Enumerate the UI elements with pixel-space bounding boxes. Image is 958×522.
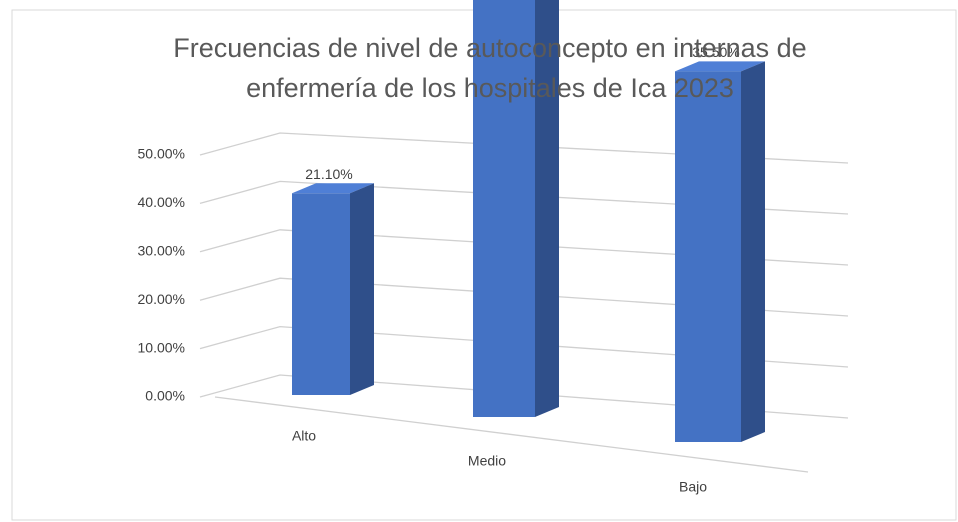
grid-line (199, 325, 849, 368)
bar-top (292, 183, 374, 194)
chart-title: Frecuencias de nivel de autoconcepto en … (173, 33, 807, 103)
y-tick-label: 30.00% (138, 243, 185, 259)
bar-top (675, 61, 765, 72)
bar-side (741, 61, 765, 442)
x-tick-label: Bajo (679, 479, 707, 495)
floor-edge (214, 396, 809, 473)
grid-line (199, 374, 849, 419)
bar-side (535, 0, 559, 417)
data-label: 21.10% (305, 166, 352, 182)
grid-line (199, 180, 849, 215)
data-label: 35.50% (692, 44, 739, 60)
y-tick-label: 10.00% (138, 339, 185, 355)
grid-line (199, 277, 849, 317)
bar (292, 193, 350, 395)
y-tick-label: 50.00% (138, 146, 185, 162)
bar (473, 0, 535, 417)
grid-line (199, 229, 849, 266)
bar-side (350, 183, 374, 395)
x-tick-label: Medio (468, 453, 506, 469)
y-tick-label: 20.00% (138, 291, 185, 307)
bar (675, 71, 741, 442)
y-tick-label: 40.00% (138, 194, 185, 210)
grid-line (199, 132, 849, 164)
x-tick-label: Alto (292, 428, 316, 444)
y-tick-label: 0.00% (145, 388, 185, 404)
